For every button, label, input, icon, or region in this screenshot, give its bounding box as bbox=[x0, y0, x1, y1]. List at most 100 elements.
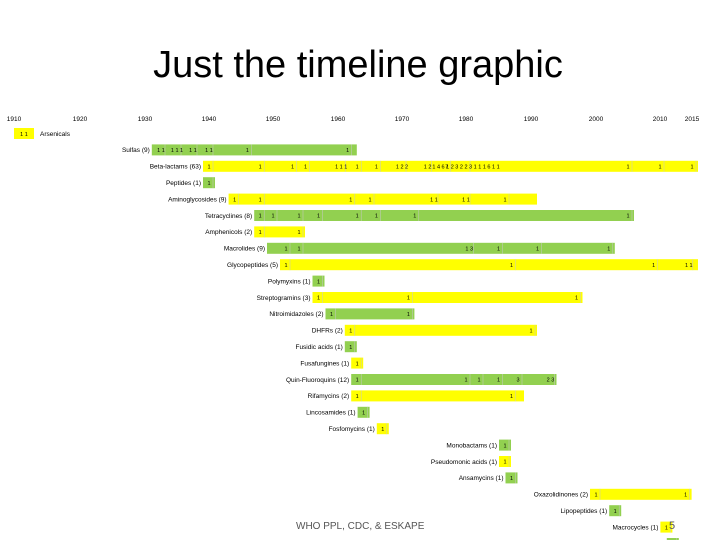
year-count-label: 1 bbox=[614, 509, 617, 515]
year-count-label: 1 bbox=[297, 247, 300, 253]
timeline-row: Nitroimidazoles (2) 1 1 bbox=[269, 308, 415, 320]
year-count-label: 1 1 bbox=[157, 148, 165, 154]
timeline-bar bbox=[151, 144, 357, 156]
x-axis-ticks: 1910 1920 1930 1940 1950 1960 1970 1980 1990 2000… bbox=[7, 116, 700, 123]
timeline-row: Macrolides (9) 1 1 1 3 1 1 1 bbox=[224, 242, 615, 254]
year-count-label: 1 1 1 bbox=[335, 165, 347, 171]
timeline-bar bbox=[312, 292, 583, 303]
timeline-row: Amphenicols (2) 1 1 bbox=[205, 226, 305, 238]
timeline-bar bbox=[344, 341, 357, 353]
class-label: Ansamycins (1) bbox=[459, 475, 504, 482]
timeline-row: Lincosamides (1) 1 bbox=[306, 406, 370, 418]
year-count-label: 1 bbox=[349, 345, 352, 351]
year-count-label: 1 bbox=[349, 197, 352, 203]
timeline-row: Aminoglycosides (9) 1 1 1 1 1 1 1 1 1 bbox=[168, 193, 537, 205]
year-count-label: 1 bbox=[684, 493, 687, 499]
year-count-label: 1 bbox=[356, 394, 359, 400]
timeline-bar bbox=[505, 472, 518, 484]
year-count-label: 1 bbox=[381, 427, 384, 433]
class-label: Pseudomonic acids (1) bbox=[431, 459, 497, 466]
class-label: Oxazolidinones (2) bbox=[534, 492, 588, 499]
class-label: Lipopeptides (1) bbox=[561, 508, 608, 515]
year-count-label: 1 bbox=[297, 230, 300, 236]
timeline-row: Beta-lactams (63) 1 1 1 1 1 1 1 1 1 1 2 2 1 2 71 4… bbox=[150, 160, 698, 172]
x-tick-label: 1940 bbox=[202, 116, 217, 123]
timeline-row: Peptides (1) 1 bbox=[166, 177, 215, 189]
class-label: Monobactams (1) bbox=[446, 442, 497, 449]
bar-count-label: 1 1 bbox=[20, 132, 28, 138]
year-count-label: 1 bbox=[477, 378, 480, 384]
year-count-label: 1 bbox=[304, 165, 307, 171]
timeline-bar bbox=[351, 374, 557, 385]
timeline-row: Fosfomycins (1) 1 bbox=[329, 423, 389, 435]
year-count-label: 1 bbox=[246, 148, 249, 154]
year-count-label: 1 bbox=[510, 476, 513, 482]
class-label: Macrocycles (1) bbox=[613, 524, 659, 531]
year-count-label: 1 bbox=[658, 165, 661, 171]
x-tick-label: 1960 bbox=[331, 116, 346, 123]
timeline-row: Streptogramins (3) 1 1 1 bbox=[257, 292, 583, 303]
year-count-label: 1 bbox=[413, 214, 416, 220]
x-tick-label: 2015 bbox=[685, 116, 700, 123]
x-tick-label: 1910 bbox=[7, 116, 22, 123]
year-count-label: 1 bbox=[259, 197, 262, 203]
year-count-label: 1 1 bbox=[430, 197, 438, 203]
year-count-label: 1 bbox=[356, 378, 359, 384]
class-label: Lincosamides (1) bbox=[306, 410, 356, 417]
year-count-label: 1 bbox=[291, 165, 294, 171]
year-count-label: 1 bbox=[284, 247, 287, 253]
year-count-label: 1 bbox=[284, 263, 287, 269]
year-count-label: 1 bbox=[510, 263, 513, 269]
timeline-bar bbox=[351, 357, 364, 369]
class-label: Fosfomycins (1) bbox=[329, 426, 375, 433]
x-tick-label: 1950 bbox=[266, 116, 281, 123]
year-count-label: 1 bbox=[665, 525, 668, 531]
x-tick-label: 2000 bbox=[589, 116, 604, 123]
year-count-label: 1 bbox=[317, 214, 320, 220]
year-count-label: 1 bbox=[317, 279, 320, 285]
timeline-bar bbox=[325, 308, 415, 320]
year-count-label: 1 2 2 bbox=[396, 165, 408, 171]
class-label: Polymyxins (1) bbox=[268, 278, 311, 285]
timeline-bar bbox=[203, 177, 215, 189]
timeline-row: DHFRs (2) 1 1 bbox=[312, 324, 537, 336]
year-count-label: 1 bbox=[346, 148, 349, 154]
year-count-label: 1 bbox=[271, 214, 274, 220]
year-count-label: 1 bbox=[652, 263, 655, 269]
year-count-label: 1 bbox=[503, 460, 506, 466]
year-count-label: 1 bbox=[356, 214, 359, 220]
year-count-label: 1 1 bbox=[189, 148, 197, 154]
timeline-row: Fusidic acids (1) 1 bbox=[295, 341, 357, 353]
timeline-row: Sulfas (9) 1 1 1 1 1 1 1 1 1 1 1 bbox=[122, 144, 357, 156]
year-count-label: 1 bbox=[207, 165, 210, 171]
timeline-row: Ansamycins (1) 1 bbox=[459, 472, 518, 484]
timeline-row: Tetracyclines (8) 1 1 1 1 1 1 1 1 bbox=[205, 210, 634, 221]
class-label: Fusidic acids (1) bbox=[295, 344, 342, 351]
timeline-row: Quin-Fluoroquins (12) 1 1 1 1 3 2 3 bbox=[286, 374, 557, 385]
timeline-bar bbox=[499, 439, 511, 451]
year-count-label: 1 bbox=[317, 296, 320, 302]
year-count-label: 1 bbox=[375, 214, 378, 220]
year-count-label: 1 bbox=[362, 411, 365, 417]
x-tick-label: 1920 bbox=[73, 116, 88, 123]
year-count-label: 1 bbox=[259, 214, 262, 220]
year-count-label: 1 2 bbox=[424, 165, 432, 171]
year-count-label: 1 bbox=[626, 165, 629, 171]
timeline-bar bbox=[666, 538, 679, 540]
timeline-bar bbox=[376, 423, 389, 435]
timeline-bar bbox=[660, 521, 673, 533]
timeline-row: Fusafungines (1) 1 bbox=[300, 357, 364, 369]
year-count-label: 1 bbox=[233, 197, 236, 203]
timeline-row: Lipopeptides (1) 1 bbox=[561, 505, 622, 517]
x-tick-label: 1930 bbox=[138, 116, 153, 123]
year-count-label: 1 bbox=[375, 165, 378, 171]
class-label: Beta-lactams (63) bbox=[150, 164, 201, 171]
year-count-label: 1 bbox=[259, 165, 262, 171]
timeline-row: Monobactams (1) 1 bbox=[446, 439, 511, 451]
year-count-label: 2 3 bbox=[547, 378, 555, 384]
year-count-label: 1 bbox=[407, 312, 410, 318]
year-count-label: 1 bbox=[575, 296, 578, 302]
year-count-label: 3 bbox=[516, 378, 519, 384]
year-count-label: 1 1 1 bbox=[171, 148, 183, 154]
